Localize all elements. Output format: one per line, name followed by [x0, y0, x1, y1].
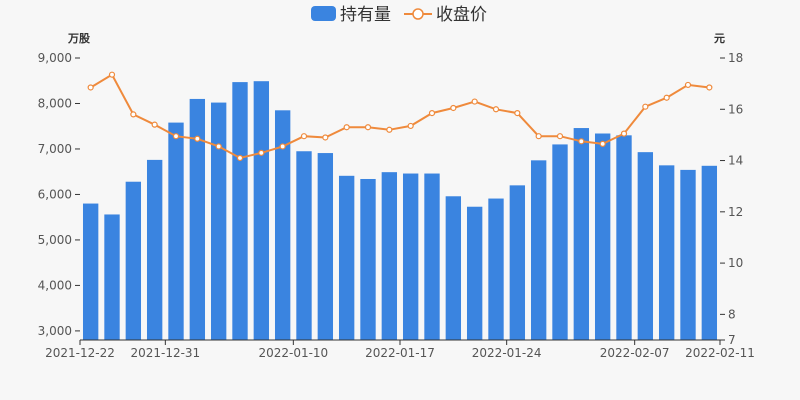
right-tick-label: 8: [728, 307, 736, 321]
price-point[interactable]: [258, 149, 265, 156]
holding-bar[interactable]: [616, 135, 632, 340]
legend-bar-label: 持有量: [340, 5, 391, 25]
holding-bar[interactable]: [573, 128, 590, 340]
price-point[interactable]: [642, 103, 649, 110]
price-point[interactable]: [556, 133, 564, 140]
left-tick-label: 6,000: [38, 187, 72, 201]
holding-bar[interactable]: [104, 214, 120, 340]
left-tick-label: 5,000: [38, 233, 72, 247]
price-point[interactable]: [87, 84, 94, 91]
price-point[interactable]: [535, 133, 542, 140]
price-point[interactable]: [663, 94, 670, 101]
price-point[interactable]: [492, 106, 500, 113]
holding-bar[interactable]: [232, 82, 248, 341]
right-axis-unit: 元: [714, 32, 725, 45]
holding-bar[interactable]: [381, 172, 398, 340]
x-tick-label: 2022-01-17: [365, 346, 435, 360]
right-axis-ticks: 7 8 10 12 14 16 18: [720, 51, 743, 347]
price-point[interactable]: [130, 111, 137, 118]
holding-bar[interactable]: [445, 196, 462, 340]
left-tick-label: 8,000: [38, 96, 72, 110]
legend[interactable]: 持有量 收盘价: [311, 5, 487, 25]
holding-bar[interactable]: [168, 122, 184, 340]
right-tick-label: 12: [728, 205, 743, 219]
price-point[interactable]: [428, 110, 436, 117]
legend-line-marker: [412, 8, 424, 20]
holding-bar[interactable]: [210, 102, 227, 341]
left-tick-label: 4,000: [38, 278, 72, 292]
x-tick-label: 2021-12-22: [45, 346, 115, 360]
holding-bar[interactable]: [274, 110, 291, 340]
holding-bar[interactable]: [488, 198, 504, 340]
price-point[interactable]: [471, 98, 478, 105]
price-points: [87, 71, 713, 162]
holding-bar[interactable]: [402, 173, 419, 340]
holding-bar[interactable]: [680, 169, 696, 340]
holding-bar[interactable]: [189, 98, 206, 340]
holding-bar[interactable]: [317, 153, 334, 340]
right-tick-label: 7: [728, 333, 736, 347]
legend-bar-swatch: [311, 6, 336, 21]
price-point[interactable]: [386, 126, 393, 133]
price-point[interactable]: [450, 104, 457, 112]
holding-bar[interactable]: [146, 159, 163, 340]
holding-bar[interactable]: [360, 178, 376, 340]
price-point[interactable]: [279, 143, 286, 150]
x-tick-label: 2022-02-07: [600, 346, 670, 360]
holding-bar[interactable]: [701, 165, 718, 340]
price-point[interactable]: [322, 134, 329, 141]
price-point[interactable]: [343, 124, 350, 131]
x-tick-label: 2021-12-31: [130, 346, 200, 360]
holding-bar[interactable]: [82, 203, 99, 340]
left-tick-label: 3,000: [38, 324, 72, 338]
legend-line-label: 收盘价: [436, 5, 487, 25]
holding-bar[interactable]: [530, 160, 547, 340]
holding-bar[interactable]: [658, 165, 675, 340]
price-line: [90, 73, 710, 160]
bar-series: [82, 81, 718, 341]
left-axis-ticks: 3,000 4,000 5,000 6,000 7,000 8,000 9,000: [38, 51, 80, 338]
price-point[interactable]: [684, 81, 692, 89]
price-point[interactable]: [108, 71, 116, 78]
left-tick-label: 9,000: [38, 51, 72, 65]
right-tick-label: 10: [728, 256, 743, 270]
holding-bar[interactable]: [594, 133, 611, 340]
price-point[interactable]: [599, 140, 606, 147]
holding-bar[interactable]: [424, 173, 440, 340]
x-tick-label: 2022-02-11: [685, 346, 755, 360]
holding-bar[interactable]: [637, 152, 654, 340]
price-point[interactable]: [407, 122, 414, 130]
price-point[interactable]: [514, 110, 521, 117]
left-axis-unit: 万股: [67, 32, 91, 45]
holding-bar[interactable]: [509, 185, 526, 340]
holding-bar[interactable]: [552, 144, 568, 340]
holding-bar[interactable]: [338, 175, 355, 340]
holding-bar[interactable]: [466, 206, 483, 340]
price-point[interactable]: [172, 133, 180, 140]
price-point[interactable]: [215, 143, 222, 150]
right-tick-label: 18: [728, 51, 743, 65]
price-point[interactable]: [706, 84, 713, 91]
price-point[interactable]: [194, 135, 201, 142]
x-tick-label: 2022-01-24: [472, 346, 542, 360]
holding-bar[interactable]: [296, 151, 312, 340]
holding-bar[interactable]: [253, 81, 270, 340]
price-point[interactable]: [151, 121, 158, 128]
right-tick-label: 14: [728, 154, 743, 168]
right-tick-label: 16: [728, 102, 743, 116]
x-axis-ticks: 2021-12-22 2021-12-31 2022-01-10 2022-01-17…: [45, 340, 755, 360]
left-tick-label: 7,000: [38, 142, 72, 156]
holding-bar[interactable]: [125, 181, 142, 340]
price-point[interactable]: [300, 133, 308, 140]
price-point[interactable]: [236, 154, 244, 162]
x-tick-label: 2022-01-10: [258, 346, 328, 360]
price-point[interactable]: [620, 130, 628, 137]
price-point[interactable]: [364, 124, 372, 131]
price-point[interactable]: [578, 138, 585, 145]
